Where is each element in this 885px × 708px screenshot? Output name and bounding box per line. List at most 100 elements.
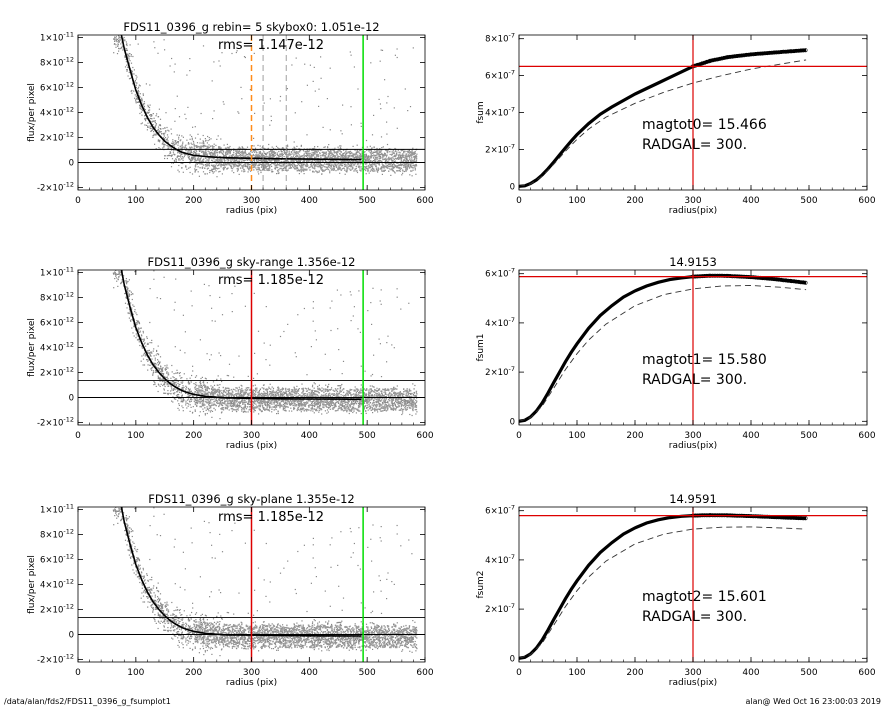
- pixel-point: [244, 170, 246, 172]
- pixel-point: [208, 410, 210, 412]
- pixel-point: [212, 118, 214, 120]
- pixel-point: [368, 158, 370, 160]
- pixel-point: [114, 21, 115, 22]
- pixel-point: [149, 114, 151, 116]
- pixel-point: [274, 164, 276, 166]
- pixel-point: [303, 154, 305, 156]
- pixel-point: [252, 166, 255, 169]
- pixel-point: [305, 164, 308, 166]
- pixel-point: [212, 168, 214, 170]
- pixel-point: [408, 149, 410, 152]
- pixel-point: [382, 146, 384, 148]
- pixel-point: [284, 169, 286, 171]
- pixel-point: [130, 313, 132, 315]
- pixel-point: [411, 170, 413, 172]
- pixel-point: [228, 151, 230, 154]
- pixel-point: [276, 166, 279, 169]
- pixel-point: [128, 71, 130, 74]
- pixel-point: [315, 149, 317, 151]
- pixel-point: [219, 65, 221, 67]
- pixel-point: [240, 86, 242, 88]
- pixel-point: [211, 145, 214, 147]
- pixel-point: [235, 154, 237, 157]
- pixel-point: [198, 160, 200, 162]
- pixel-point: [347, 166, 349, 168]
- pixel-point: [158, 108, 160, 110]
- pixel-point: [307, 149, 309, 152]
- pixel-point: [248, 403, 250, 406]
- pixel-point: [368, 150, 370, 152]
- pixel-point: [212, 155, 214, 157]
- pixel-point: [114, 43, 116, 45]
- pixel-point: [369, 402, 371, 404]
- pixel-point: [323, 146, 325, 148]
- pixel-point: [277, 393, 279, 395]
- pixel-point: [146, 112, 148, 114]
- pixel-point: [140, 99, 142, 101]
- pixel-point: [292, 164, 294, 166]
- pixel-point: [345, 170, 347, 172]
- pixel-point: [405, 153, 407, 155]
- pixel-point: [310, 161, 312, 163]
- pixel-point: [227, 153, 229, 155]
- pixel-point: [236, 170, 239, 172]
- pixel-point: [384, 149, 387, 151]
- pixel-point: [269, 154, 271, 156]
- pixel-point: [189, 171, 191, 174]
- pixel-point: [311, 153, 313, 155]
- pixel-point: [320, 402, 322, 404]
- pixel-point: [259, 404, 261, 406]
- pixel-point: [166, 383, 168, 385]
- y-tick-label: 6×10-12: [40, 81, 74, 94]
- pixel-point: [167, 393, 169, 396]
- pixel-point: [270, 406, 272, 408]
- pixel-point: [156, 134, 158, 136]
- pixel-point: [234, 160, 236, 162]
- pixel-point: [194, 137, 197, 139]
- pixel-point: [405, 162, 407, 164]
- pixel-point: [374, 159, 376, 161]
- pixel-point: [371, 134, 374, 136]
- pixel-point: [147, 112, 149, 114]
- pixel-point: [139, 331, 141, 333]
- pixel-point: [129, 44, 131, 46]
- pixel-point: [243, 153, 245, 155]
- pixel-point: [164, 383, 166, 385]
- pixel-point: [309, 149, 311, 151]
- growth-point: [774, 50, 779, 55]
- pixel-point: [258, 163, 260, 165]
- pixel-point: [286, 390, 288, 392]
- pixel-point: [355, 160, 357, 162]
- pixel-point: [398, 154, 400, 157]
- pixel-point: [222, 156, 224, 158]
- pixel-point: [257, 164, 259, 167]
- pixel-point: [337, 161, 339, 163]
- pixel-point: [143, 101, 145, 103]
- pixel-point: [272, 151, 274, 153]
- pixel-point: [132, 332, 134, 334]
- pixel-point: [179, 140, 181, 142]
- pixel-point: [135, 78, 137, 80]
- pixel-point: [115, 26, 116, 27]
- pixel-point: [270, 150, 272, 152]
- pixel-point: [147, 126, 149, 128]
- pixel-point: [188, 391, 190, 393]
- pixel-point: [400, 159, 403, 162]
- pixel-point: [343, 152, 345, 155]
- pixel-point: [153, 363, 155, 365]
- pixel-point: [119, 31, 120, 32]
- pixel-point: [175, 378, 178, 380]
- growth-point: [762, 51, 767, 56]
- pixel-point: [379, 158, 381, 160]
- pixel-point: [198, 153, 200, 156]
- pixel-point: [207, 140, 209, 142]
- pixel-point: [120, 16, 121, 17]
- pixel-point: [272, 159, 274, 161]
- pixel-point: [351, 162, 353, 165]
- pixel-point: [400, 149, 403, 152]
- pixel-point: [367, 170, 369, 172]
- growth-point: [725, 55, 730, 60]
- pixel-point: [138, 101, 140, 103]
- pixel-point: [138, 100, 140, 103]
- pixel-point: [188, 167, 190, 169]
